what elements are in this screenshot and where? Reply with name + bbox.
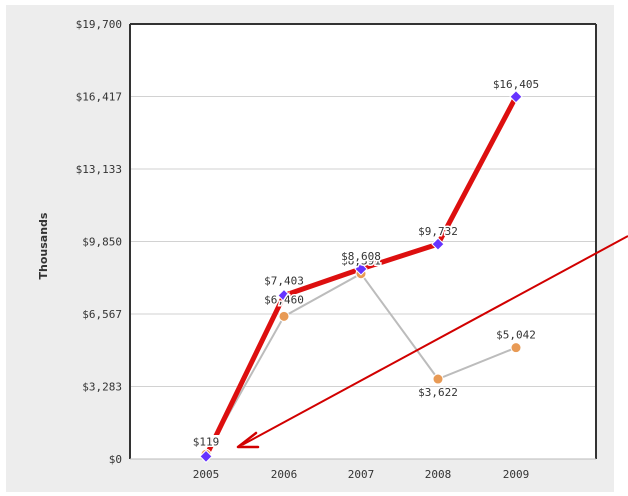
data-point (432, 373, 444, 385)
data-point (199, 449, 213, 464)
x-tick-label: 2009 (503, 468, 530, 481)
y-tick-label: $0 (109, 453, 122, 466)
y-axis-label: Thousands (37, 212, 50, 279)
data-label: $5,042 (496, 329, 536, 342)
y-tick-label: $3,283 (82, 381, 122, 394)
data-label-halo: $9,732 (418, 225, 458, 238)
y-tick-label: $13,133 (76, 163, 122, 176)
data-label-halo: $215 (193, 434, 220, 447)
x-tick-label: 2006 (271, 468, 298, 481)
data-label: $6,460 (264, 293, 304, 306)
data-label: $9,732 (418, 225, 458, 238)
y-tick-label: $19,700 (76, 18, 122, 31)
data-label-halo: $5,042 (496, 329, 536, 342)
data-label: $16,405 (493, 78, 539, 91)
y-tick-label: $16,417 (76, 91, 122, 104)
annotation-arrow-shaft (241, 235, 628, 446)
data-label: $8,391 (341, 255, 381, 268)
data-label-halo: $6,460 (264, 293, 304, 306)
data-point (509, 90, 523, 104)
data-label: $119 (193, 435, 220, 448)
data-label-halo: $3,622 (418, 386, 458, 399)
annotation-arrow-head (236, 431, 260, 449)
data-label: $7,403 (264, 275, 304, 288)
data-label: $8,608 (341, 250, 381, 263)
data-label-halo: $119 (193, 435, 220, 448)
x-tick-label: 2008 (425, 468, 452, 481)
data-point (510, 342, 522, 354)
x-tick-label: 2005 (193, 468, 220, 481)
y-tick-label: $6,567 (82, 308, 122, 321)
data-point (277, 288, 291, 303)
x-tick-label: 2007 (348, 468, 375, 481)
data-label-halo: $8,608 (341, 250, 381, 263)
data-label-halo: $7,403 (264, 275, 304, 288)
data-point (278, 310, 290, 322)
data-label-halo: $16,405 (493, 78, 539, 91)
data-label: $215 (193, 434, 220, 447)
data-point (354, 262, 368, 276)
data-label: $3,622 (418, 386, 458, 399)
y-tick-label: $9,850 (82, 236, 122, 249)
data-label-halo: $8,391 (341, 255, 381, 268)
data-point (431, 237, 445, 251)
